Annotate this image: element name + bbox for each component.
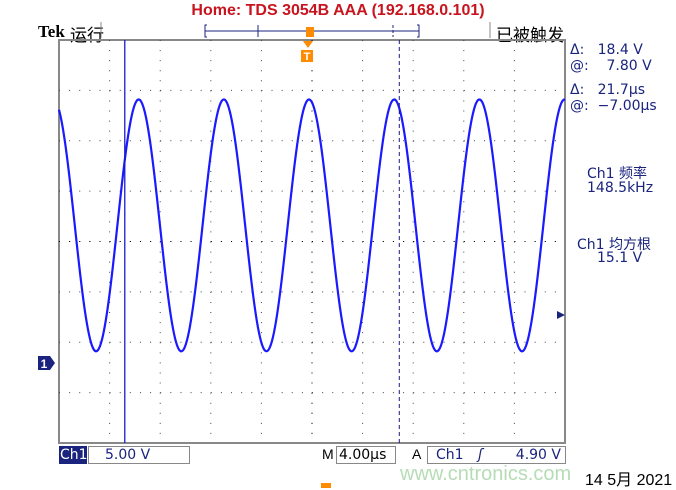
ch1-button[interactable]: Ch1 xyxy=(59,446,88,464)
rising-edge-icon: ʃ xyxy=(478,447,483,463)
rms-label: Ch1 均方根 xyxy=(577,237,652,253)
ch1-ground-label: 1 xyxy=(41,357,48,371)
watermark: www.cntronics.com xyxy=(400,463,572,485)
trigger-level: 4.90 V xyxy=(515,447,561,463)
trigger-prefix: A xyxy=(412,446,422,462)
rms-value: 15.1 V xyxy=(597,250,643,266)
window-title: Home: TDS 3054B AAA (192.168.0.101) xyxy=(191,2,485,19)
trigger-position-icon xyxy=(306,27,314,37)
trigger-time-marker-icon xyxy=(303,41,313,48)
freq-value: 148.5kHz xyxy=(587,180,654,196)
brand-logo: Tek xyxy=(38,22,65,41)
ch1-waveform xyxy=(57,98,566,353)
cursor-delta-t: Δ: 21.7µs xyxy=(570,82,646,98)
trigger-channel: Ch1 xyxy=(436,447,464,463)
cursor-at-t: @: −7.00µs xyxy=(570,98,657,114)
ch1-trace xyxy=(57,40,566,443)
cursor-delta-v: Δ: 18.4 V xyxy=(570,42,643,58)
trigger-level-marker[interactable] xyxy=(557,311,565,319)
ch1-ground-marker[interactable] xyxy=(38,356,55,370)
trigger-t-icon xyxy=(301,50,313,62)
date: 14 5月 2021 xyxy=(585,472,673,489)
graticule xyxy=(59,40,565,443)
timebase-prefix: M xyxy=(322,446,334,462)
orange-indicator xyxy=(321,483,331,488)
cursor-at-v: @: 7.80 V xyxy=(570,58,652,74)
trigger-settings[interactable]: Ch1 ʃ 4.90 V xyxy=(427,446,566,464)
time-per-div[interactable]: 4.00µs xyxy=(336,446,396,464)
freq-label: Ch1 频率 xyxy=(587,166,648,182)
volts-per-div[interactable]: 5.00 V xyxy=(88,446,190,464)
trigger-t-label: T xyxy=(304,51,311,63)
